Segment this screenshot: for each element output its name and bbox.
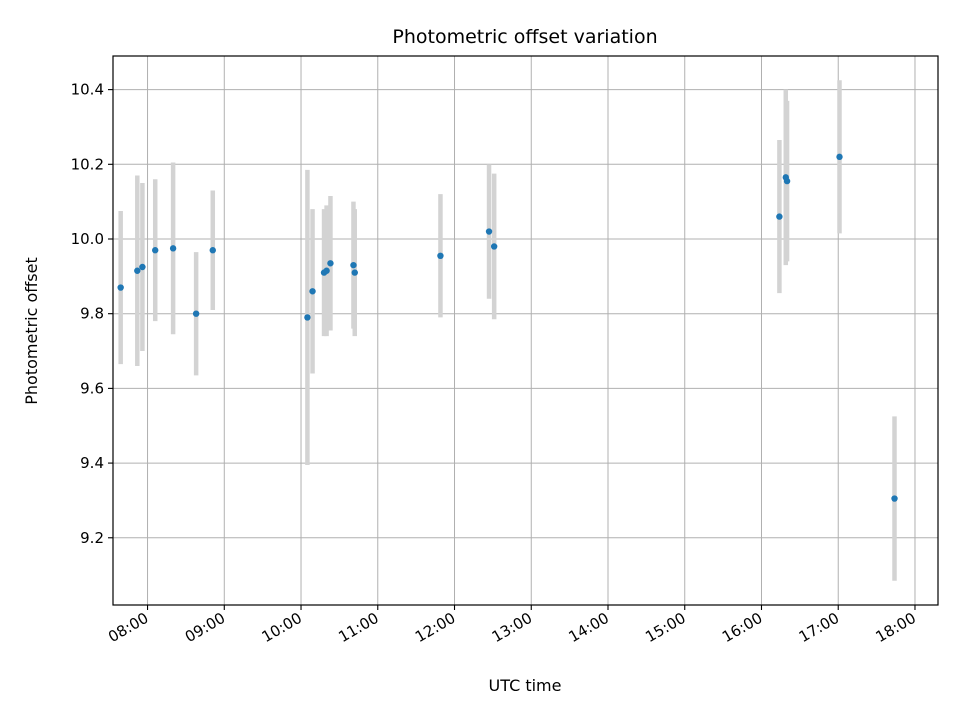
data-point [351, 269, 358, 276]
data-point [836, 153, 843, 161]
y-tick-label: 9.6 [80, 379, 104, 397]
y-tick-label: 10.4 [71, 81, 104, 99]
plot-frame [112, 55, 939, 606]
y-axis-label: Photometric offset [22, 257, 41, 405]
data-point [169, 245, 177, 252]
data-point [485, 228, 493, 235]
data-point [309, 288, 316, 295]
chart-title: Photometric offset variation [392, 26, 657, 48]
data-point [323, 267, 330, 274]
data-point [117, 284, 124, 291]
grid-lines [113, 56, 938, 605]
data-point [139, 263, 146, 271]
data-point [192, 310, 200, 317]
y-tick-label: 9.8 [80, 305, 104, 323]
data-point [776, 213, 783, 220]
data-point [783, 177, 791, 185]
data-point [350, 261, 357, 269]
y-tick-label: 10.2 [71, 155, 104, 173]
y-tick-label: 9.2 [80, 529, 104, 547]
data-points [117, 153, 898, 502]
y-tick-label: 9.4 [80, 454, 104, 472]
data-point [134, 267, 141, 274]
data-point [152, 247, 159, 254]
y-tick-label: 10.0 [71, 230, 104, 248]
data-point [304, 314, 311, 321]
data-point [327, 260, 334, 267]
data-point [490, 243, 498, 250]
data-point [209, 247, 216, 254]
x-axis-label: UTC time [489, 676, 562, 695]
y-axis-ticks: 9.2 9.4 9.6 9.8 10.0 10.2 10.4 [71, 81, 113, 547]
data-point [891, 495, 898, 502]
data-point [437, 252, 444, 260]
